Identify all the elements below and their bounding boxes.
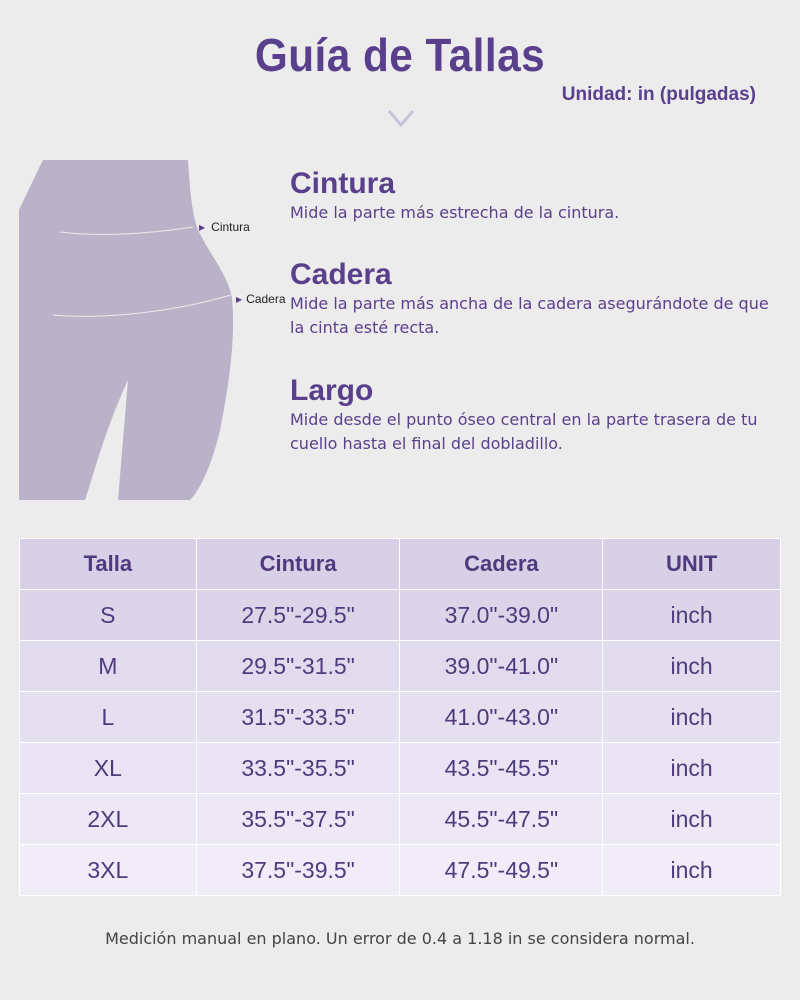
body-silhouette [19,160,234,500]
cell-unit: inch [602,640,781,692]
cell-hip: 39.0"-41.0" [399,640,604,692]
waist-label: Cintura [211,220,250,234]
chevron-down-icon [387,110,415,128]
cell-waist: 31.5"-33.5" [195,691,401,743]
header-cadera: Cadera [399,538,604,590]
header-cintura: Cintura [195,538,401,590]
cell-hip: 45.5"-47.5" [399,793,604,845]
header-talla: Talla [19,538,197,590]
page-title: Guía de Tallas [254,29,546,81]
section-largo: Largo Mide desde el punto óseo central e… [290,374,770,456]
table-row: M 29.5"-31.5" 39.0"-41.0" inch [19,640,781,692]
section-heading: Cadera [290,258,392,291]
section-cintura: Cintura Mide la parte más estrecha de la… [290,167,770,225]
footnote: Medición manual en plano. Un error de 0.… [105,929,695,948]
cell-unit: inch [602,844,781,896]
table-row: XL 33.5"-35.5" 43.5"-45.5" inch [19,742,781,794]
section-heading: Largo [290,374,374,407]
header-unit: UNIT [602,538,781,590]
cell-waist: 33.5"-35.5" [195,742,401,794]
section-cadera: Cadera Mide la parte más ancha de la cad… [290,258,770,340]
table-row: 3XL 37.5"-39.5" 47.5"-49.5" inch [19,844,781,896]
cell-size: 3XL [19,844,197,896]
triangle-right-icon: ▶ [236,295,243,304]
cell-hip: 47.5"-49.5" [399,844,604,896]
cell-hip: 41.0"-43.0" [399,691,604,743]
cell-size: L [19,691,197,743]
section-text: Mide la parte más estrecha de la cintura… [290,203,620,222]
cell-unit: inch [602,742,781,794]
cell-unit: inch [602,793,781,845]
cell-waist: 27.5"-29.5" [195,589,401,641]
cell-size: M [19,640,197,692]
cell-size: S [19,589,197,641]
triangle-right-icon: ▶ [199,223,206,232]
section-heading: Cintura [290,167,395,200]
cell-unit: inch [602,691,781,743]
cell-hip: 37.0"-39.0" [399,589,604,641]
cell-waist: 29.5"-31.5" [195,640,401,692]
hip-marker: ▶ Cadera [236,292,286,306]
cell-waist: 37.5"-39.5" [195,844,401,896]
cell-waist: 35.5"-37.5" [195,793,401,845]
table-row: L 31.5"-33.5" 41.0"-43.0" inch [19,691,781,743]
table-row: S 27.5"-29.5" 37.0"-39.0" inch [19,589,781,641]
waist-marker: ▶ Cintura [199,220,250,234]
section-text: Mide desde el punto óseo central en la p… [290,410,758,453]
section-text: Mide la parte más ancha de la cadera ase… [290,294,769,337]
table-header-row: Talla Cintura Cadera UNIT [19,538,781,590]
size-table: Talla Cintura Cadera UNIT S 27.5"-29.5" 37… [19,538,781,896]
cell-unit: inch [602,589,781,641]
cell-size: 2XL [19,793,197,845]
unit-label: Unidad: in (pulgadas) [561,84,756,105]
hip-label: Cadera [246,292,286,306]
cell-size: XL [19,742,197,794]
table-row: 2XL 35.5"-37.5" 45.5"-47.5" inch [19,793,781,845]
cell-hip: 43.5"-45.5" [399,742,604,794]
